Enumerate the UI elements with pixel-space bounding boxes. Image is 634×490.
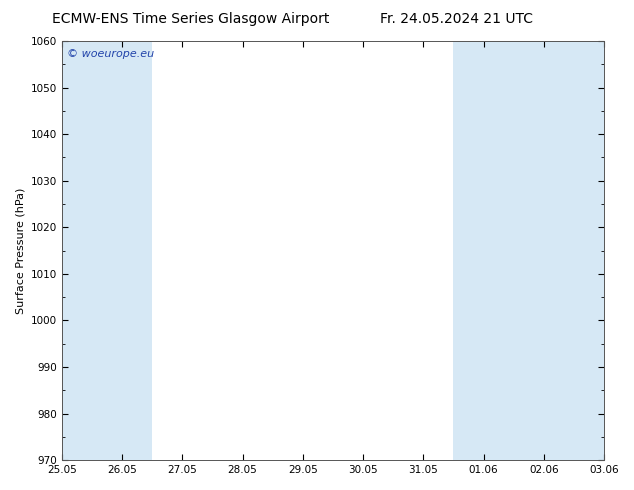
Text: © woeurope.eu: © woeurope.eu: [67, 49, 154, 59]
Y-axis label: Surface Pressure (hPa): Surface Pressure (hPa): [15, 187, 25, 314]
Bar: [61, 41, 92, 460]
Bar: [92, 41, 152, 460]
Text: Fr. 24.05.2024 21 UTC: Fr. 24.05.2024 21 UTC: [380, 12, 533, 26]
Bar: [453, 41, 514, 460]
Bar: [514, 41, 574, 460]
Text: ECMW-ENS Time Series Glasgow Airport: ECMW-ENS Time Series Glasgow Airport: [51, 12, 329, 26]
Bar: [574, 41, 604, 460]
